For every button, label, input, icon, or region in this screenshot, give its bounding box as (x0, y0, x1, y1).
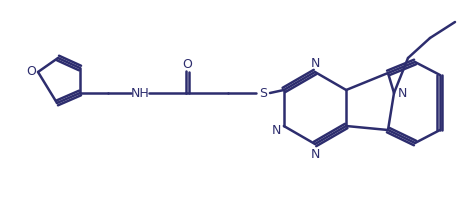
Text: N: N (310, 148, 319, 161)
Text: O: O (181, 58, 192, 71)
Text: N: N (310, 57, 319, 70)
Text: NH: NH (131, 86, 149, 99)
Text: S: S (258, 86, 266, 99)
Text: N: N (271, 124, 281, 137)
Text: O: O (26, 64, 36, 77)
Text: N: N (396, 86, 406, 99)
